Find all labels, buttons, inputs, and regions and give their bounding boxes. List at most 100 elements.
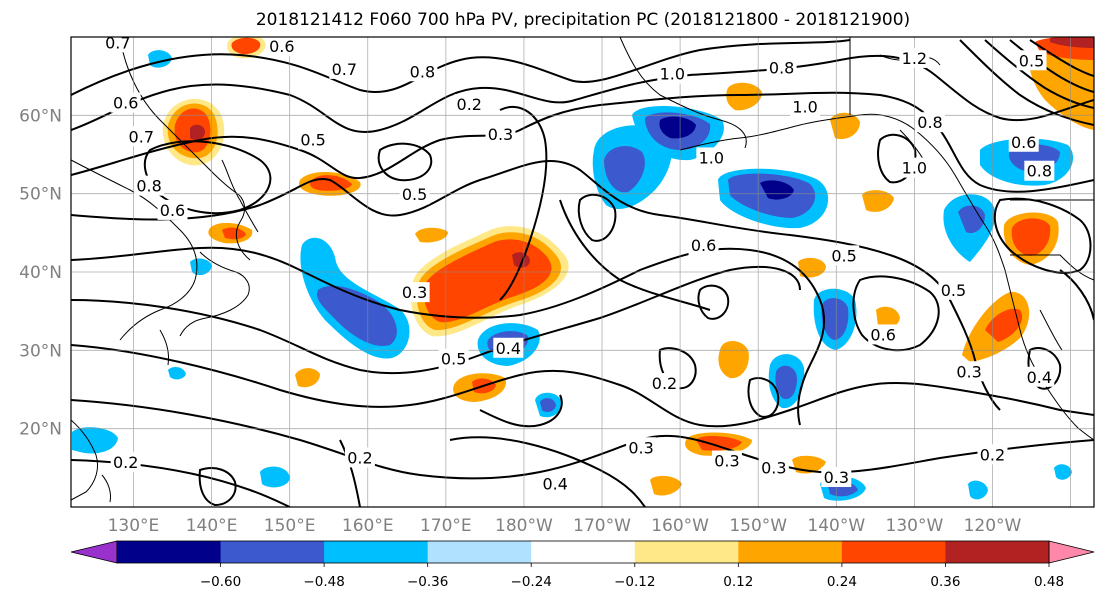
pv-contour-line: [71, 399, 1094, 480]
colorbar-tick-label: −0.36: [407, 574, 448, 590]
contour-label-bg: [915, 112, 946, 133]
lon-label: 150°W: [729, 516, 787, 536]
precip-pos-area: [295, 368, 320, 388]
coastline: [679, 113, 1094, 441]
contour-label-bg: [790, 96, 821, 117]
contour-label: 1.0: [792, 98, 817, 117]
precip-neg-area: [659, 116, 696, 139]
contour-label-bg: [493, 337, 524, 358]
contour-label-bg: [344, 447, 375, 468]
contour-label: 0.5: [941, 281, 966, 300]
coastlines: [71, 37, 1094, 503]
contour-label-bg: [899, 47, 930, 68]
contour-label: 0.2: [652, 374, 677, 393]
contour-label: 1.0: [699, 148, 724, 167]
contour-label: 0.7: [332, 60, 357, 79]
precip-pos-area: [876, 306, 900, 329]
pv-contour-line: [377, 142, 433, 182]
contour-label: 1.2: [902, 49, 927, 68]
gridlines: [71, 37, 1094, 507]
pv-contour-labels: 0.7 0.6 0.7 0.8 0.6 0.7 0.5 0.2 0.3 0.8 0.6 0.5 1.0 0…: [102, 33, 1055, 494]
map-area: 0.7 0.6 0.7 0.8 0.6 0.7 0.5 0.2 0.3 0.8 0.6 0.5 1.0 0…: [71, 33, 1094, 507]
precip-neg-area: [316, 285, 397, 346]
coastline: [101, 474, 111, 503]
contour-label-bg: [485, 123, 516, 144]
contour-label: 0.5: [300, 130, 325, 149]
precip-pos-area: [415, 227, 448, 243]
contour-label: 0.3: [824, 468, 849, 487]
contour-label: 0.8: [917, 113, 942, 132]
precip-neg-area: [190, 258, 212, 276]
contour-label: 0.8: [136, 177, 161, 196]
precip-neg-area: [775, 365, 797, 400]
contour-label: 0.8: [410, 62, 435, 81]
pv-contour-line: [852, 275, 940, 352]
precip-neg-area: [1054, 464, 1072, 480]
precip-pos-area: [830, 112, 860, 140]
colorbar-tick-label: −0.48: [303, 574, 344, 590]
colorbar-tick-label: 0.36: [930, 574, 960, 590]
contour-label: 0.6: [269, 37, 294, 56]
contour-label-bg: [110, 452, 141, 473]
lon-label: 120°W: [964, 516, 1022, 536]
contour-label: 0.6: [691, 236, 716, 255]
lon-label: 140°E: [186, 516, 238, 536]
precip-neg-area: [760, 180, 794, 200]
pv-contour-line: [959, 39, 1094, 126]
precip-pos-area: [190, 124, 205, 140]
contour-label-bg: [126, 126, 157, 147]
pv-contour-line: [71, 54, 1094, 133]
colorbar-frame: [116, 540, 1050, 564]
contour-label: 0.8: [1027, 162, 1052, 181]
contour-label-bg: [868, 324, 899, 345]
contour-label-bg: [438, 348, 469, 369]
contour-label-bg: [649, 373, 680, 394]
contour-label: 0.5: [831, 246, 856, 265]
colorbar: −0.60 −0.48 −0.36 −0.24 −0.12 0.12 0.24 0.36 0.4…: [70, 540, 1095, 590]
pv-contour-line: [747, 377, 780, 418]
pv-contour-line: [577, 193, 617, 242]
contour-label: 0.6: [113, 94, 138, 113]
contour-label: 0.5: [402, 185, 427, 204]
contour-label-bg: [626, 437, 657, 458]
precip-pos-area: [862, 190, 894, 212]
contour-label: 0.7: [129, 127, 154, 146]
contour-label: 0.2: [980, 445, 1005, 464]
contour-label: 0.2: [457, 95, 482, 114]
precip-pos-area: [696, 436, 742, 451]
contour-label-bg: [938, 279, 969, 300]
contour-label-bg: [1016, 50, 1047, 71]
contour-label: 0.5: [1019, 51, 1044, 70]
contour-label-bg: [329, 58, 360, 79]
pv-contour-line: [697, 284, 730, 320]
contour-label-bg: [766, 57, 797, 78]
pv-contour-line: [993, 197, 1092, 274]
contour-label: 0.7: [105, 33, 130, 52]
lon-label: 180°W: [495, 516, 553, 536]
precip-pos-area: [512, 252, 530, 268]
pv-contour-line: [479, 394, 563, 428]
pv-contour-line: [499, 105, 548, 301]
pv-contour-line: [1059, 269, 1094, 321]
contour-label-bg: [899, 157, 930, 178]
colorbar-segment: [427, 541, 532, 563]
contour-label: 0.3: [402, 283, 427, 302]
contour-label: 0.4: [496, 339, 521, 358]
contour-label-bg: [758, 457, 789, 478]
colorbar-segment: [220, 541, 325, 563]
precip-neg-area: [968, 480, 988, 500]
precip-neg-area: [260, 466, 290, 488]
contour-label-bg: [399, 282, 430, 303]
pv-contour-line: [339, 439, 361, 507]
contour-label: 0.2: [347, 448, 372, 467]
coastline: [159, 329, 169, 366]
coastline: [221, 159, 259, 233]
contour-label: 0.6: [1011, 133, 1036, 152]
lon-label: 170°E: [420, 516, 472, 536]
contour-label: 0.3: [714, 452, 739, 471]
lon-label: 160°E: [342, 516, 394, 536]
colorbar-tick-label: 0.48: [1034, 574, 1064, 590]
contour-label: 0.3: [628, 438, 653, 457]
colorbar-segment: [738, 541, 843, 563]
precip-pos-area: [1011, 218, 1051, 256]
